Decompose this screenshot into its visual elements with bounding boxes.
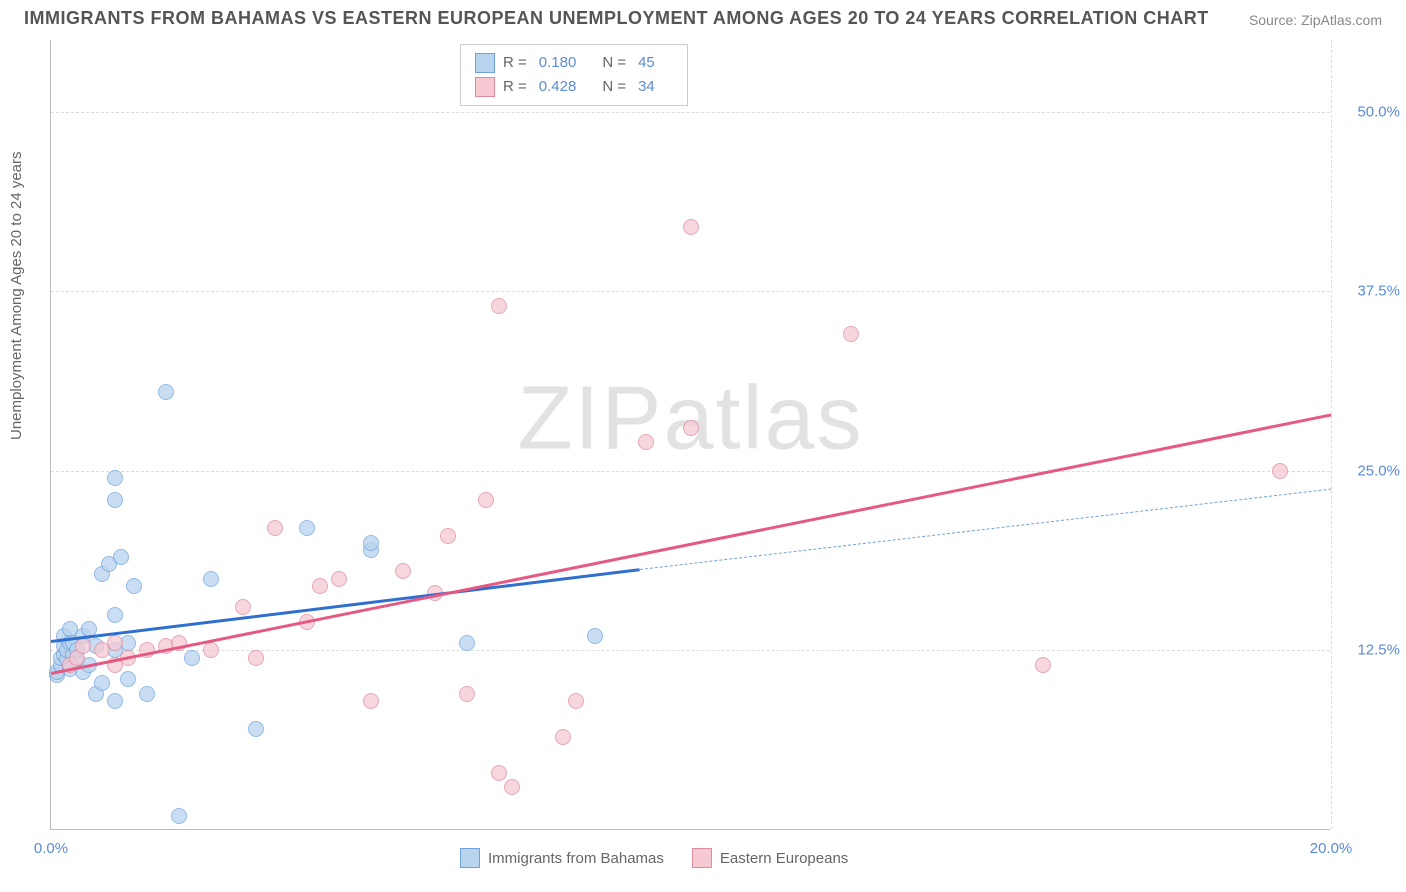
data-point-bahamas (184, 650, 200, 666)
gridline-h (51, 650, 1330, 651)
legend-item-bahamas: Immigrants from Bahamas (460, 848, 664, 868)
scatter-plot-area: ZIPatlas 12.5%25.0%37.5%50.0%0.0%20.0% (50, 40, 1330, 830)
legend-item-eastern: Eastern Europeans (692, 848, 848, 868)
data-point-eastern (478, 492, 494, 508)
data-point-bahamas (158, 384, 174, 400)
data-point-eastern (459, 686, 475, 702)
data-point-eastern (843, 326, 859, 342)
data-point-bahamas (299, 520, 315, 536)
data-point-eastern (363, 693, 379, 709)
data-point-bahamas (113, 549, 129, 565)
x-tick-label: 0.0% (34, 840, 68, 857)
legend-row-eastern: R = 0.428 N = 34 (475, 75, 673, 99)
correlation-legend: R = 0.180 N = 45 R = 0.428 N = 34 (460, 44, 688, 106)
data-point-eastern (555, 729, 571, 745)
data-point-eastern (440, 528, 456, 544)
stat-n-label: N = (602, 75, 626, 99)
legend-row-bahamas: R = 0.180 N = 45 (475, 51, 673, 75)
data-point-eastern (1035, 657, 1051, 673)
data-point-eastern (75, 638, 91, 654)
gridline-h (51, 112, 1330, 113)
stat-r-label: R = (503, 75, 527, 99)
y-tick-label: 25.0% (1340, 462, 1400, 479)
data-point-bahamas (107, 693, 123, 709)
data-point-bahamas (587, 628, 603, 644)
data-point-bahamas (363, 535, 379, 551)
stat-r-bahamas: 0.180 (539, 51, 577, 75)
trend-line (640, 488, 1331, 569)
stat-n-eastern: 34 (638, 75, 655, 99)
chart-title: IMMIGRANTS FROM BAHAMAS VS EASTERN EUROP… (24, 8, 1209, 29)
data-point-bahamas (459, 635, 475, 651)
swatch-eastern (475, 77, 495, 97)
trend-line (51, 413, 1332, 674)
data-point-bahamas (139, 686, 155, 702)
gridline-h (51, 291, 1330, 292)
legend-label-eastern: Eastern Europeans (720, 850, 848, 867)
data-point-bahamas (248, 721, 264, 737)
data-point-eastern (331, 571, 347, 587)
watermark-zip: ZIP (517, 368, 663, 468)
data-point-bahamas (120, 671, 136, 687)
data-point-bahamas (107, 492, 123, 508)
data-point-bahamas (107, 607, 123, 623)
data-point-bahamas (126, 578, 142, 594)
y-tick-label: 50.0% (1340, 103, 1400, 120)
data-point-eastern (568, 693, 584, 709)
data-point-eastern (504, 779, 520, 795)
swatch-bahamas (475, 53, 495, 73)
data-point-eastern (491, 765, 507, 781)
data-point-eastern (248, 650, 264, 666)
data-point-bahamas (203, 571, 219, 587)
data-point-eastern (312, 578, 328, 594)
data-point-bahamas (171, 808, 187, 824)
swatch-bahamas (460, 848, 480, 868)
data-point-eastern (267, 520, 283, 536)
data-point-eastern (638, 434, 654, 450)
source-attribution: Source: ZipAtlas.com (1249, 12, 1382, 28)
data-point-bahamas (107, 470, 123, 486)
stat-r-label: R = (503, 51, 527, 75)
data-point-eastern (107, 635, 123, 651)
gridline-h (51, 471, 1330, 472)
y-axis-label: Unemployment Among Ages 20 to 24 years (8, 151, 25, 440)
y-tick-label: 12.5% (1340, 642, 1400, 659)
stat-n-label: N = (602, 51, 626, 75)
data-point-eastern (203, 642, 219, 658)
stat-r-eastern: 0.428 (539, 75, 577, 99)
data-point-eastern (683, 219, 699, 235)
legend-label-bahamas: Immigrants from Bahamas (488, 850, 664, 867)
series-legend: Immigrants from Bahamas Eastern European… (460, 848, 848, 868)
data-point-eastern (395, 563, 411, 579)
data-point-eastern (235, 599, 251, 615)
swatch-eastern (692, 848, 712, 868)
gridline-v (1331, 40, 1332, 829)
watermark: ZIPatlas (517, 367, 863, 470)
stat-n-bahamas: 45 (638, 51, 655, 75)
watermark-atlas: atlas (663, 368, 863, 468)
data-point-eastern (683, 420, 699, 436)
data-point-eastern (1272, 463, 1288, 479)
data-point-bahamas (94, 675, 110, 691)
data-point-eastern (491, 298, 507, 314)
x-tick-label: 20.0% (1310, 840, 1353, 857)
y-tick-label: 37.5% (1340, 283, 1400, 300)
